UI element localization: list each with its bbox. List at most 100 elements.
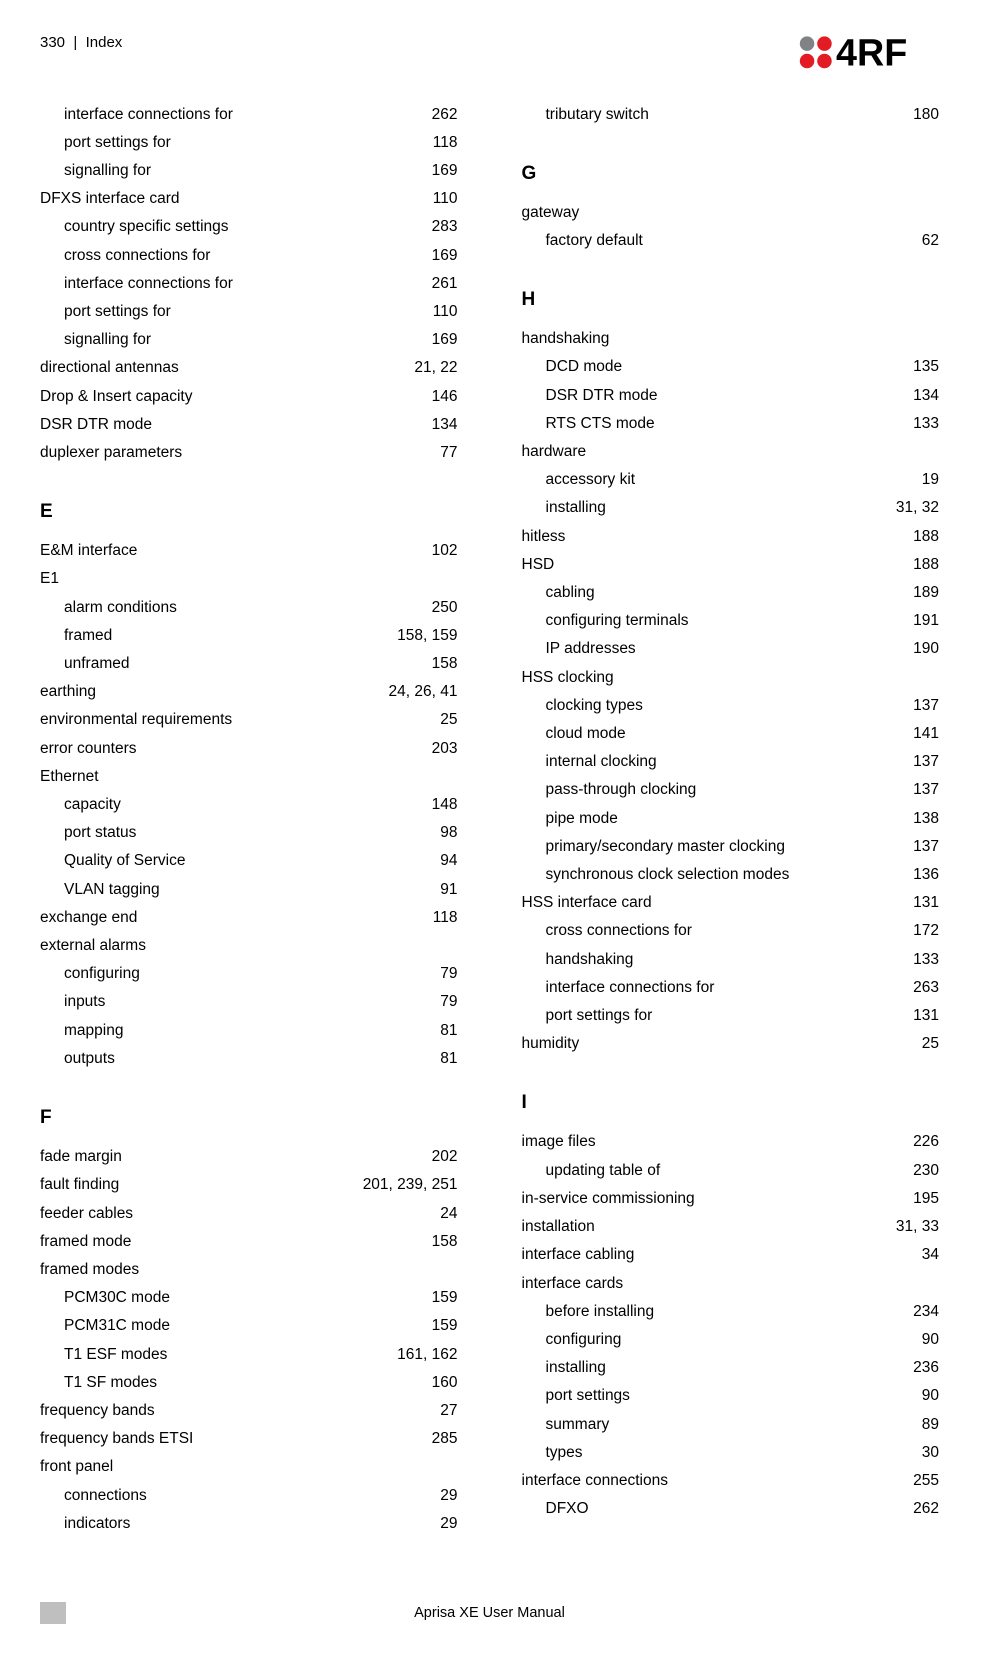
index-entry: updating table of230 xyxy=(522,1157,940,1185)
index-term: directional antennas xyxy=(40,354,406,382)
index-entry: PCM30C mode159 xyxy=(40,1284,458,1312)
index-pages: 188 xyxy=(905,523,939,551)
index-term: primary/secondary master clocking xyxy=(522,833,906,861)
index-pages: 138 xyxy=(905,805,939,833)
index-section-letter: F xyxy=(40,1107,458,1129)
index-entry: before installing234 xyxy=(522,1298,940,1326)
index-pages: 31, 33 xyxy=(888,1213,939,1241)
index-pages: 34 xyxy=(914,1241,939,1269)
index-pages: 134 xyxy=(905,382,939,410)
index-term: DCD mode xyxy=(522,353,906,381)
index-term: front panel xyxy=(40,1453,450,1481)
logo-4rf: 4RF xyxy=(794,32,939,73)
index-pages: 134 xyxy=(424,411,458,439)
index-pages: 159 xyxy=(424,1284,458,1312)
index-term: installing xyxy=(522,494,888,522)
index-entry: Quality of Service94 xyxy=(40,847,458,875)
index-pages: 148 xyxy=(424,791,458,819)
index-pages: 25 xyxy=(432,706,457,734)
index-entry: indicators29 xyxy=(40,1510,458,1538)
index-term: in-service commissioning xyxy=(522,1185,906,1213)
index-pages: 283 xyxy=(424,213,458,241)
index-term: pipe mode xyxy=(522,805,906,833)
index-term: humidity xyxy=(522,1030,914,1058)
index-entry: in-service commissioning195 xyxy=(522,1185,940,1213)
index-pages: 158 xyxy=(424,650,458,678)
index-entry: exchange end118 xyxy=(40,904,458,932)
index-entry: feeder cables24 xyxy=(40,1200,458,1228)
index-entry: image files226 xyxy=(522,1128,940,1156)
index-term: T1 ESF modes xyxy=(40,1341,389,1369)
index-entry: signalling for169 xyxy=(40,157,458,185)
index-term: types xyxy=(522,1439,914,1467)
index-pages: 90 xyxy=(914,1382,939,1410)
index-entry: cloud mode141 xyxy=(522,720,940,748)
index-pages: 90 xyxy=(914,1326,939,1354)
index-term: framed xyxy=(40,622,389,650)
index-term: signalling for xyxy=(40,326,424,354)
index-term: Quality of Service xyxy=(40,847,432,875)
index-pages: 25 xyxy=(914,1030,939,1058)
index-entry: country specific settings283 xyxy=(40,213,458,241)
index-term: hitless xyxy=(522,523,906,551)
index-pages: 29 xyxy=(432,1510,457,1538)
index-entry: cross connections for172 xyxy=(522,917,940,945)
index-term: alarm conditions xyxy=(40,594,424,622)
index-pages: 94 xyxy=(432,847,457,875)
index-entry: fade margin202 xyxy=(40,1143,458,1171)
index-pages: 188 xyxy=(905,551,939,579)
header-section: Index xyxy=(86,34,123,51)
index-term: before installing xyxy=(522,1298,906,1326)
index-term: duplexer parameters xyxy=(40,439,432,467)
index-entry: earthing24, 26, 41 xyxy=(40,678,458,706)
index-entry: installing236 xyxy=(522,1354,940,1382)
index-term: handshaking xyxy=(522,325,932,353)
index-term: clocking types xyxy=(522,692,906,720)
index-term: earthing xyxy=(40,678,381,706)
index-pages: 160 xyxy=(424,1369,458,1397)
index-pages: 21, 22 xyxy=(406,354,457,382)
index-term: HSS clocking xyxy=(522,664,932,692)
index-term: capacity xyxy=(40,791,424,819)
index-entry: connections29 xyxy=(40,1482,458,1510)
index-pages: 118 xyxy=(425,129,458,157)
index-pages: 255 xyxy=(905,1467,939,1495)
index-entry: summary89 xyxy=(522,1411,940,1439)
page-header: 330 | Index 4RF xyxy=(40,32,939,73)
index-entry: framed mode158 xyxy=(40,1228,458,1256)
index-term: T1 SF modes xyxy=(40,1369,424,1397)
index-entry: inputs79 xyxy=(40,988,458,1016)
index-entry: interface connections255 xyxy=(522,1467,940,1495)
index-pages: 137 xyxy=(905,776,939,804)
index-entry: DFXS interface card110 xyxy=(40,185,458,213)
index-pages: 236 xyxy=(905,1354,939,1382)
index-entry: interface cards xyxy=(522,1270,940,1298)
index-entry: external alarms xyxy=(40,932,458,960)
index-pages: 62 xyxy=(914,227,939,255)
index-term: mapping xyxy=(40,1017,432,1045)
index-entry: primary/secondary master clocking137 xyxy=(522,833,940,861)
index-pages: 79 xyxy=(432,988,457,1016)
index-term: country specific settings xyxy=(40,213,424,241)
index-pages: 24, 26, 41 xyxy=(381,678,458,706)
index-entry: interface cabling34 xyxy=(522,1241,940,1269)
index-entry: DCD mode135 xyxy=(522,353,940,381)
index-pages: 77 xyxy=(432,439,457,467)
index-term: error counters xyxy=(40,735,424,763)
index-pages: 195 xyxy=(905,1185,939,1213)
index-entry: mapping81 xyxy=(40,1017,458,1045)
index-entry: T1 SF modes160 xyxy=(40,1369,458,1397)
index-term: configuring xyxy=(40,960,432,988)
index-entry: humidity25 xyxy=(522,1030,940,1058)
index-entry: synchronous clock selection modes136 xyxy=(522,861,940,889)
index-entry: IP addresses190 xyxy=(522,635,940,663)
index-term: VLAN tagging xyxy=(40,876,432,904)
index-pages: 30 xyxy=(914,1439,939,1467)
index-term: configuring terminals xyxy=(522,607,906,635)
index-entry: signalling for169 xyxy=(40,326,458,354)
index-entry: cabling189 xyxy=(522,579,940,607)
index-term: outputs xyxy=(40,1045,432,1073)
index-entry: interface connections for261 xyxy=(40,270,458,298)
index-entry: factory default62 xyxy=(522,227,940,255)
index-entry: port status98 xyxy=(40,819,458,847)
